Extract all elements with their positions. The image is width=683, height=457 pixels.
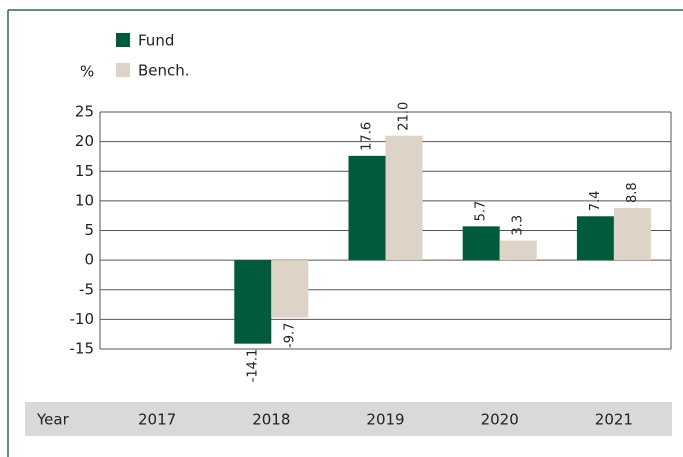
data-label: -14.1 [245,349,260,383]
x-tick-label: 2017 [138,411,176,429]
y-tick-label: 0 [84,251,94,269]
y-tick-label: 15 [75,162,94,180]
bar [613,207,651,261]
x-axis-label: Year [36,411,70,429]
year-row [25,402,672,436]
legend-label: Fund [138,32,174,50]
data-label: 3.3 [511,215,526,236]
bar [499,240,537,261]
x-tick-label: 2021 [595,411,633,429]
y-tick-label: 20 [75,132,94,150]
bar [348,155,386,261]
bar [462,226,500,261]
data-label: 5.7 [474,201,489,222]
data-label: 7.4 [588,191,603,212]
data-label: 17.6 [360,122,375,151]
y-tick-label: 10 [75,191,94,209]
legend-swatch [116,33,130,47]
y-tick-label: -10 [70,310,95,328]
x-tick-label: 2019 [366,411,404,429]
x-tick-label: 2018 [252,411,290,429]
data-label: 21.0 [397,102,412,131]
y-tick-label: 25 [75,103,94,121]
bar [576,216,614,261]
y-tick-label: -5 [79,280,94,298]
y-tick-label: 5 [84,221,94,239]
y-axis-label: % [80,63,94,81]
bar [234,260,272,344]
x-tick-label: 2020 [481,411,519,429]
data-label: 8.8 [625,182,640,203]
y-tick-label: -15 [70,340,95,358]
bar [385,135,423,261]
legend-swatch [116,63,130,77]
legend-label: Bench. [138,62,190,80]
bar [271,260,309,318]
data-label: -9.7 [282,323,297,348]
